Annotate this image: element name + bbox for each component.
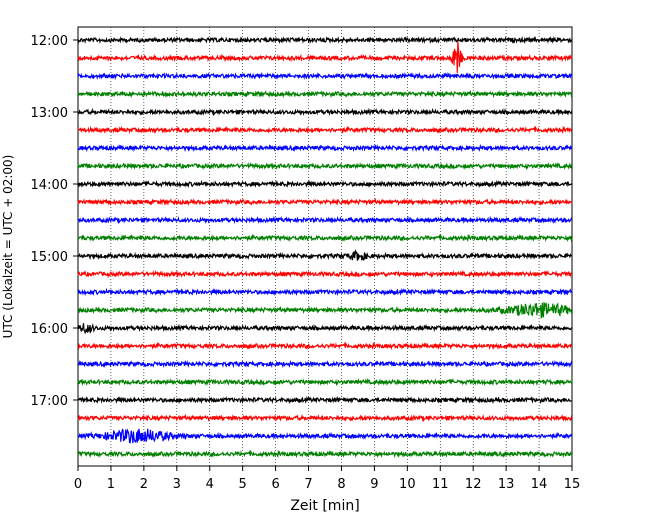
x-tick-label: 0 [74,477,82,492]
y-tick-label: 16:00 [31,322,68,337]
trace-1730 [77,428,573,444]
trace-1330 [77,143,573,153]
trace-1315 [77,125,573,135]
grid-lines [110,27,540,466]
trace-1545 [77,302,573,319]
trace-1200 [77,35,573,45]
y-tick-label: 15:00 [31,250,68,265]
x-tick-label: 4 [206,477,214,492]
x-tick-label: 12 [465,477,482,492]
x-tick-label: 3 [173,477,181,492]
y-tick-label: 12:00 [31,34,68,49]
y-tick-label: 13:00 [31,106,68,121]
trace-1415 [77,197,573,207]
trace-1600 [77,323,573,335]
trace-1645 [77,377,573,387]
trace-1630 [77,359,573,369]
trace-1515 [77,269,573,279]
trace-1615 [77,341,573,351]
x-tick-label: 2 [140,477,148,492]
x-tick-label: 9 [370,477,378,492]
y-tick-label: 14:00 [31,178,68,193]
x-axis-ticks: 0 1 2 3 4 5 6 7 8 9 10 11 12 13 14 15 [74,466,580,492]
y-tick-label: 17:00 [31,394,68,409]
x-tick-label: 8 [337,477,345,492]
x-tick-label: 13 [498,477,515,492]
trace-1400 [77,179,573,189]
y-axis-label: UTC (Lokalzeit = UTC + 02:00) [1,155,15,339]
x-tick-label: 15 [564,477,581,492]
x-tick-label: 1 [107,477,115,492]
trace-1715 [77,413,573,423]
x-tick-label: 5 [239,477,247,492]
x-tick-label: 7 [304,477,312,492]
trace-1530 [77,287,573,297]
trace-1445 [77,233,573,243]
trace-1215 [77,41,573,74]
trace-1245 [77,89,573,99]
trace-1345 [77,161,573,171]
trace-1500 [77,248,573,261]
plot-area: 0 1 2 3 4 5 6 7 8 9 10 11 12 13 14 15 12:0013:0014:0015… [31,26,580,492]
x-tick-label: 14 [531,477,548,492]
trace-1430 [77,215,573,225]
x-tick-label: 10 [399,477,416,492]
x-tick-label: 6 [271,477,279,492]
x-axis-label: Zeit [min] [290,498,359,514]
trace-1745 [77,449,573,459]
trace-series [77,35,573,459]
trace-1700 [77,395,573,405]
x-tick-label: 11 [432,477,449,492]
plot-frame [77,26,573,467]
trace-1300 [77,107,573,117]
trace-1230 [77,71,573,81]
y-axis-ticks: 12:00 13:00 14:00 15:00 16:00 17:00 [31,34,78,409]
